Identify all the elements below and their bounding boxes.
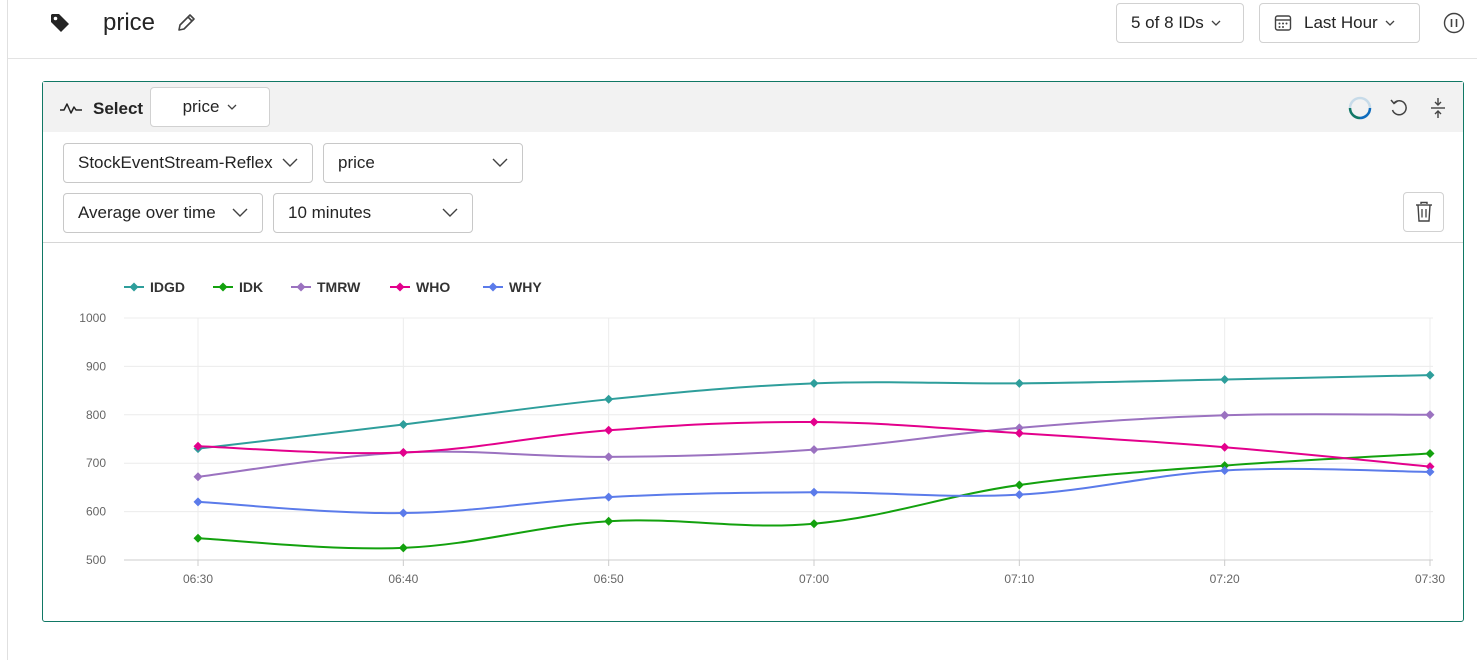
legend-marker-who [395, 282, 405, 292]
data-point-why [1220, 465, 1230, 475]
data-point-why [398, 508, 408, 518]
left-border [7, 0, 8, 660]
calendar-icon [1274, 15, 1292, 31]
data-point-idgd [604, 394, 614, 404]
edit-icon[interactable] [175, 12, 197, 34]
x-tick-label: 06:50 [594, 572, 624, 586]
delete-button[interactable] [1403, 192, 1444, 232]
ids-filter-button[interactable]: 5 of 8 IDs [1116, 3, 1244, 43]
legend-marker-idgd [129, 282, 139, 292]
y-tick-label: 500 [86, 553, 106, 567]
data-point-who [1425, 462, 1435, 472]
legend-marker-tmrw [296, 282, 306, 292]
x-tick-label: 07:20 [1210, 572, 1240, 586]
source-dropdown[interactable]: StockEventStream-Reflex [63, 143, 313, 183]
data-point-who [398, 448, 408, 458]
data-point-idgd [809, 378, 819, 388]
y-tick-label: 800 [86, 408, 106, 422]
chevron-down-icon [492, 158, 508, 167]
line-chart: 500 600 700 800 900 1000 06:30 06:40 06:50 07:00 0… [79, 279, 1445, 586]
measure-select[interactable]: price [150, 87, 270, 127]
x-tick-label: 07:00 [799, 572, 829, 586]
y-tick-label: 600 [86, 505, 106, 519]
data-point-idgd [1220, 374, 1230, 384]
legend-marker-idk [218, 282, 228, 292]
legend-label-why: WHY [509, 279, 542, 295]
legend-label-tmrw: TMRW [317, 279, 361, 295]
aggregation-dropdown[interactable]: Average over time [63, 193, 263, 233]
y-tick-label: 700 [86, 456, 106, 470]
chevron-down-icon [232, 208, 248, 217]
data-point-who [1014, 428, 1024, 438]
property-dropdown-value: price [338, 153, 375, 172]
data-point-why [193, 497, 203, 507]
data-point-idk [809, 519, 819, 529]
data-point-who [604, 425, 614, 435]
legend-label-idgd: IDGD [150, 279, 185, 295]
legend-label-idk: IDK [239, 279, 263, 295]
data-point-idgd [398, 419, 408, 429]
data-point-who [809, 417, 819, 427]
data-point-who [1220, 442, 1230, 452]
chart-card: Select price StockEventStream-Reflex pri… [42, 81, 1464, 622]
data-point-why [809, 487, 819, 497]
data-point-tmrw [604, 452, 614, 462]
data-point-idgd [1014, 378, 1024, 388]
collapse-icon[interactable] [1427, 96, 1449, 120]
time-range-button[interactable]: Last Hour [1259, 3, 1420, 43]
x-tick-label: 07:30 [1415, 572, 1445, 586]
data-point-idk [1220, 461, 1230, 471]
data-point-tmrw [193, 472, 203, 482]
data-point-tmrw [1014, 423, 1024, 433]
data-point-idk [1014, 480, 1024, 490]
x-tick-label: 07:10 [1004, 572, 1034, 586]
tag-icon [51, 14, 69, 32]
x-tick-label: 06:30 [183, 572, 213, 586]
chevron-down-icon [442, 208, 458, 217]
data-point-tmrw [1425, 410, 1435, 420]
measure-select-value: price [182, 97, 220, 116]
data-point-why [604, 492, 614, 502]
data-point-who [193, 441, 203, 451]
data-point-idk [193, 533, 203, 543]
select-label: Select [93, 99, 144, 118]
wave-icon [60, 103, 82, 114]
undo-icon[interactable] [1388, 97, 1410, 119]
aggregation-dropdown-value: Average over time [78, 203, 216, 222]
data-point-why [1014, 490, 1024, 500]
data-point-idk [1425, 449, 1435, 459]
loading-spinner-icon [1348, 96, 1372, 120]
card-toolbar: Select price [43, 82, 1463, 132]
data-point-idk [398, 543, 408, 553]
window-dropdown[interactable]: 10 minutes [273, 193, 473, 233]
page-title: price [103, 9, 156, 36]
chevron-down-icon [282, 158, 298, 167]
ids-filter-label: 5 of 8 IDs [1131, 13, 1204, 32]
x-tick-label: 06:40 [388, 572, 418, 586]
data-point-idk [604, 516, 614, 526]
y-tick-label: 1000 [79, 311, 106, 325]
chevron-down-icon [1385, 20, 1395, 26]
trash-icon [1415, 201, 1432, 222]
legend-label-who: WHO [416, 279, 450, 295]
data-point-why [1425, 467, 1435, 477]
chevron-down-icon [1211, 20, 1221, 26]
page-header: price 5 of 8 IDs Last Hour [8, 0, 1477, 59]
window-dropdown-value: 10 minutes [288, 203, 372, 222]
data-point-tmrw [1220, 410, 1230, 420]
property-dropdown[interactable]: price [323, 143, 523, 183]
data-point-tmrw [809, 445, 819, 455]
y-tick-label: 900 [86, 359, 106, 373]
pause-icon[interactable] [1443, 12, 1465, 34]
chevron-down-icon [227, 104, 237, 110]
data-point-idgd [1425, 370, 1435, 380]
legend-marker-why [488, 282, 498, 292]
divider [43, 242, 1463, 243]
source-dropdown-value: StockEventStream-Reflex [78, 153, 273, 172]
time-range-label: Last Hour [1304, 13, 1378, 32]
